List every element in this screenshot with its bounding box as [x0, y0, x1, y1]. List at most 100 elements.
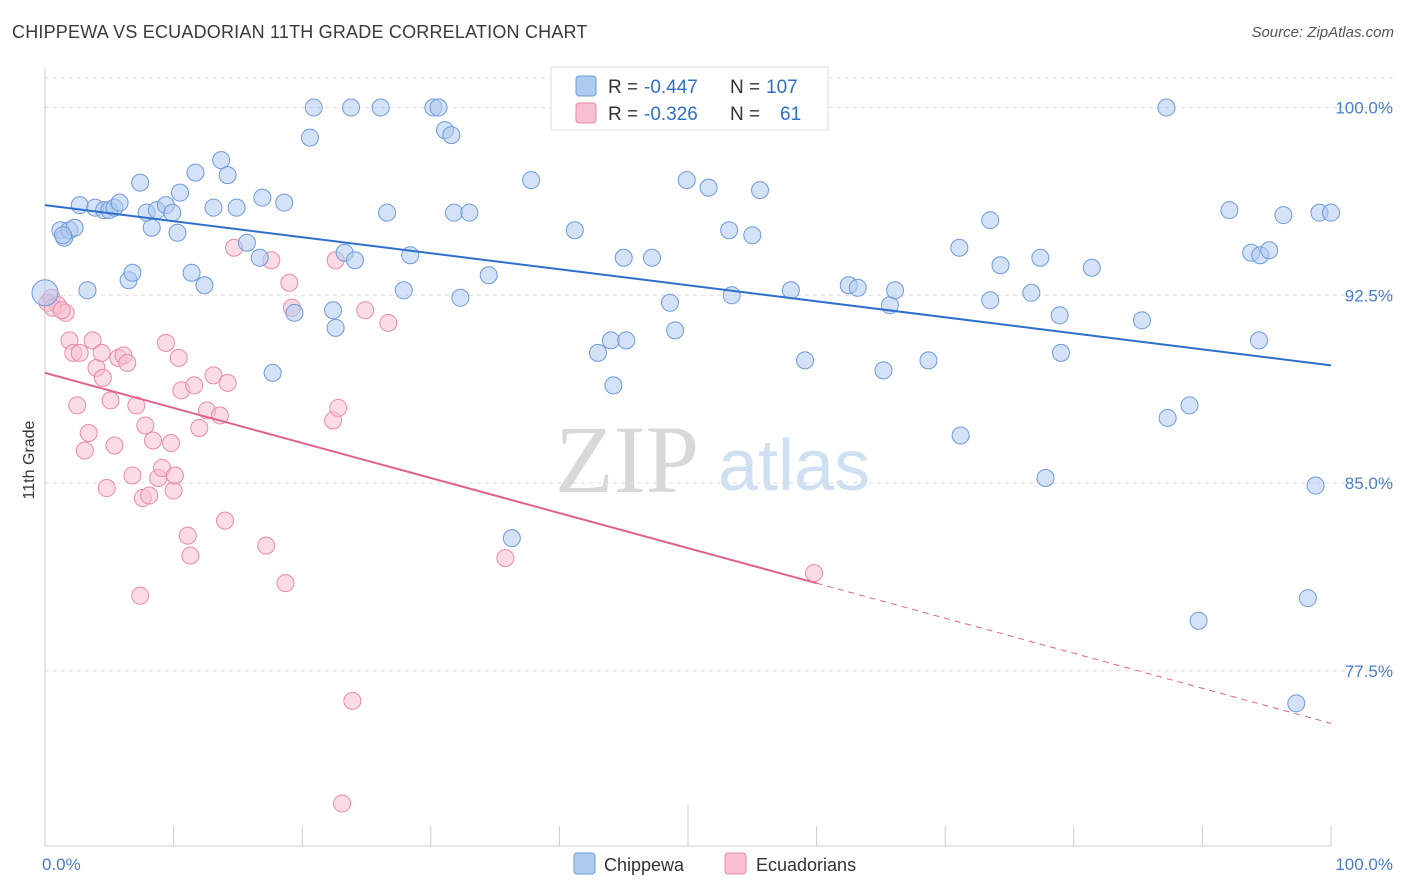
ecuadorians-series-swatch [724, 852, 747, 875]
chippewa-point [1050, 306, 1069, 325]
chippewa-point [604, 376, 623, 395]
watermark-atlas: atlas [718, 426, 870, 506]
chippewa-point [1249, 331, 1268, 350]
chippewa-point [345, 251, 364, 270]
chippewa-point [1031, 248, 1050, 267]
ecuadorians-point [131, 586, 150, 605]
chippewa-point [981, 291, 1000, 310]
ecuadorians-points [38, 238, 824, 813]
x-tick-labels: 0.0% 100.0% [42, 855, 1393, 874]
y-tick-label: 77.5% [1345, 662, 1393, 681]
chippewa-point [110, 193, 129, 212]
ecuadorians-point [93, 368, 112, 387]
chippewa-point [429, 98, 448, 117]
chippewa-point [1189, 611, 1208, 630]
ecuadorians-point [169, 348, 188, 367]
chippewa-point [237, 233, 256, 252]
chippewa-legend-swatch [575, 75, 597, 97]
chippewa-point [275, 193, 294, 212]
ecuadorians-legend-swatch [575, 102, 597, 124]
chippewa-point [666, 321, 685, 340]
chippewa-point [168, 223, 187, 242]
chippewa-point [1132, 311, 1151, 330]
ecuadorians-point [136, 416, 155, 435]
chippewa-point [250, 248, 269, 267]
ecuadorians-point [379, 313, 398, 332]
chippewa-point [981, 211, 1000, 230]
chippewa-point [751, 181, 770, 200]
ecuadorians-point [356, 301, 375, 320]
chippewa-point [991, 256, 1010, 275]
ecuadorians-point [75, 441, 94, 460]
ecuadorians-point [276, 574, 295, 593]
ecuadorians-point [204, 366, 223, 385]
chippewa-n-value: 107 [766, 77, 798, 98]
chippewa-point [171, 183, 190, 202]
chippewa-point [743, 226, 762, 245]
chippewa-point [1274, 206, 1293, 225]
ecuadorians-point [165, 466, 184, 485]
chippewa-point [1036, 469, 1055, 488]
chippewa-point [1260, 241, 1279, 260]
ecuadorians-point [105, 436, 124, 455]
chippewa-point [444, 203, 463, 222]
ecuadorians-point [123, 466, 142, 485]
ecuadorians-point [496, 549, 515, 568]
y-tick-label: 100.0% [1335, 99, 1393, 118]
trendlines [44, 204, 1332, 724]
ecuadorians-point [118, 353, 137, 372]
chippewa-point [342, 98, 361, 117]
chippewa-point [1051, 343, 1070, 362]
chippewa-point [378, 203, 397, 222]
chippewa-point [1180, 396, 1199, 415]
y-axis-title: 11th Grade [21, 420, 38, 499]
chippewa-point [1082, 258, 1101, 277]
ecuadorians-point [257, 536, 276, 555]
ecuadorians-point [97, 479, 116, 498]
chippewa-point [781, 281, 800, 300]
ecuadorians-point [83, 331, 102, 350]
chippewa-point [1220, 201, 1239, 220]
chippewa-point [642, 248, 661, 267]
ecuadorians-point [70, 343, 89, 362]
chippewa-point [848, 278, 867, 297]
series-legend: Chippewa Ecuadorians [573, 852, 856, 875]
chippewa-point [886, 281, 905, 300]
watermark-zip: ZIP [555, 406, 699, 513]
chippewa-trendline [44, 204, 1332, 367]
chippewa-series-label: Chippewa [604, 855, 685, 875]
ecuadorians-point [343, 691, 362, 710]
ecuadorians-trendline-extension [816, 582, 1332, 724]
ecuadorians-r-label: R = [608, 104, 638, 125]
chippewa-point [304, 98, 323, 117]
chippewa-point [212, 151, 231, 170]
ecuadorians-point [178, 526, 197, 545]
chippewa-point [186, 163, 205, 182]
chippewa-point [502, 529, 521, 548]
chart-title: CHIPPEWA VS ECUADORIAN 11TH GRADE CORREL… [12, 22, 588, 42]
ecuadorians-point [164, 481, 183, 500]
ecuadorians-point [101, 391, 120, 410]
chippewa-point [142, 218, 161, 237]
y-tick-label: 85.0% [1345, 474, 1393, 493]
chippewa-point [617, 331, 636, 350]
chippewa-point [1322, 203, 1340, 222]
chippewa-series-swatch [573, 852, 596, 875]
axes [44, 68, 1332, 847]
gridlines [45, 77, 1394, 672]
chippewa-point [601, 331, 620, 350]
ecuadorians-point [216, 511, 235, 530]
chippewa-point [78, 281, 97, 300]
chippewa-point [182, 263, 201, 282]
chippewa-point [950, 238, 969, 257]
chippewa-point [324, 301, 343, 320]
chippewa-point [1306, 476, 1325, 495]
ecuadorians-n-value: 61 [780, 104, 801, 125]
chippewa-point [253, 188, 272, 207]
ecuadorians-point [185, 376, 204, 395]
chippewa-point [522, 171, 541, 190]
ecuadorians-point [181, 546, 200, 565]
chippewa-point [720, 221, 739, 240]
ecuadorians-point [280, 273, 299, 292]
